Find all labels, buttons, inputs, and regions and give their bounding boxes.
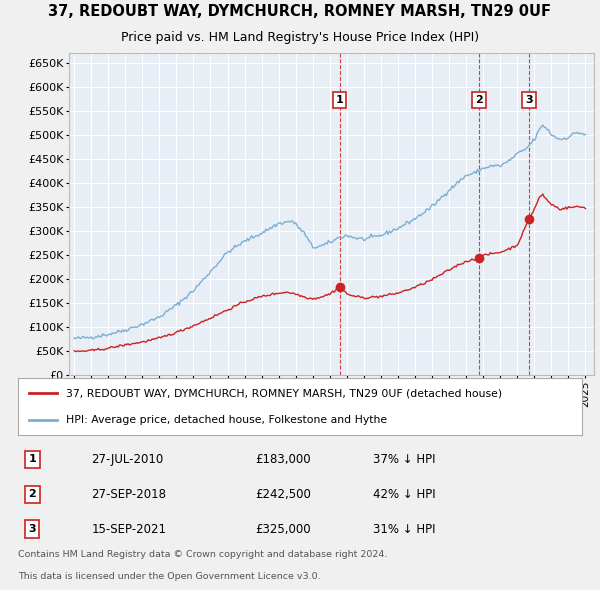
Text: Price paid vs. HM Land Registry's House Price Index (HPI): Price paid vs. HM Land Registry's House … — [121, 31, 479, 44]
Text: 15-SEP-2021: 15-SEP-2021 — [91, 523, 166, 536]
Text: £325,000: £325,000 — [255, 523, 311, 536]
Text: 27-SEP-2018: 27-SEP-2018 — [91, 487, 166, 501]
Text: 2: 2 — [28, 489, 36, 499]
Text: 27-JUL-2010: 27-JUL-2010 — [91, 453, 164, 466]
Text: Contains HM Land Registry data © Crown copyright and database right 2024.: Contains HM Land Registry data © Crown c… — [18, 550, 388, 559]
Text: 1: 1 — [28, 454, 36, 464]
Text: 42% ↓ HPI: 42% ↓ HPI — [373, 487, 436, 501]
Text: £183,000: £183,000 — [255, 453, 311, 466]
Text: This data is licensed under the Open Government Licence v3.0.: This data is licensed under the Open Gov… — [18, 572, 320, 581]
Text: £242,500: £242,500 — [255, 487, 311, 501]
Text: 37, REDOUBT WAY, DYMCHURCH, ROMNEY MARSH, TN29 0UF (detached house): 37, REDOUBT WAY, DYMCHURCH, ROMNEY MARSH… — [66, 388, 502, 398]
Text: 37, REDOUBT WAY, DYMCHURCH, ROMNEY MARSH, TN29 0UF: 37, REDOUBT WAY, DYMCHURCH, ROMNEY MARSH… — [49, 4, 551, 19]
Text: HPI: Average price, detached house, Folkestone and Hythe: HPI: Average price, detached house, Folk… — [66, 415, 387, 425]
Text: 37% ↓ HPI: 37% ↓ HPI — [373, 453, 436, 466]
Text: 1: 1 — [335, 95, 343, 104]
Text: 2: 2 — [475, 95, 482, 104]
Text: 31% ↓ HPI: 31% ↓ HPI — [373, 523, 436, 536]
Text: 3: 3 — [526, 95, 533, 104]
Text: 3: 3 — [28, 524, 36, 534]
